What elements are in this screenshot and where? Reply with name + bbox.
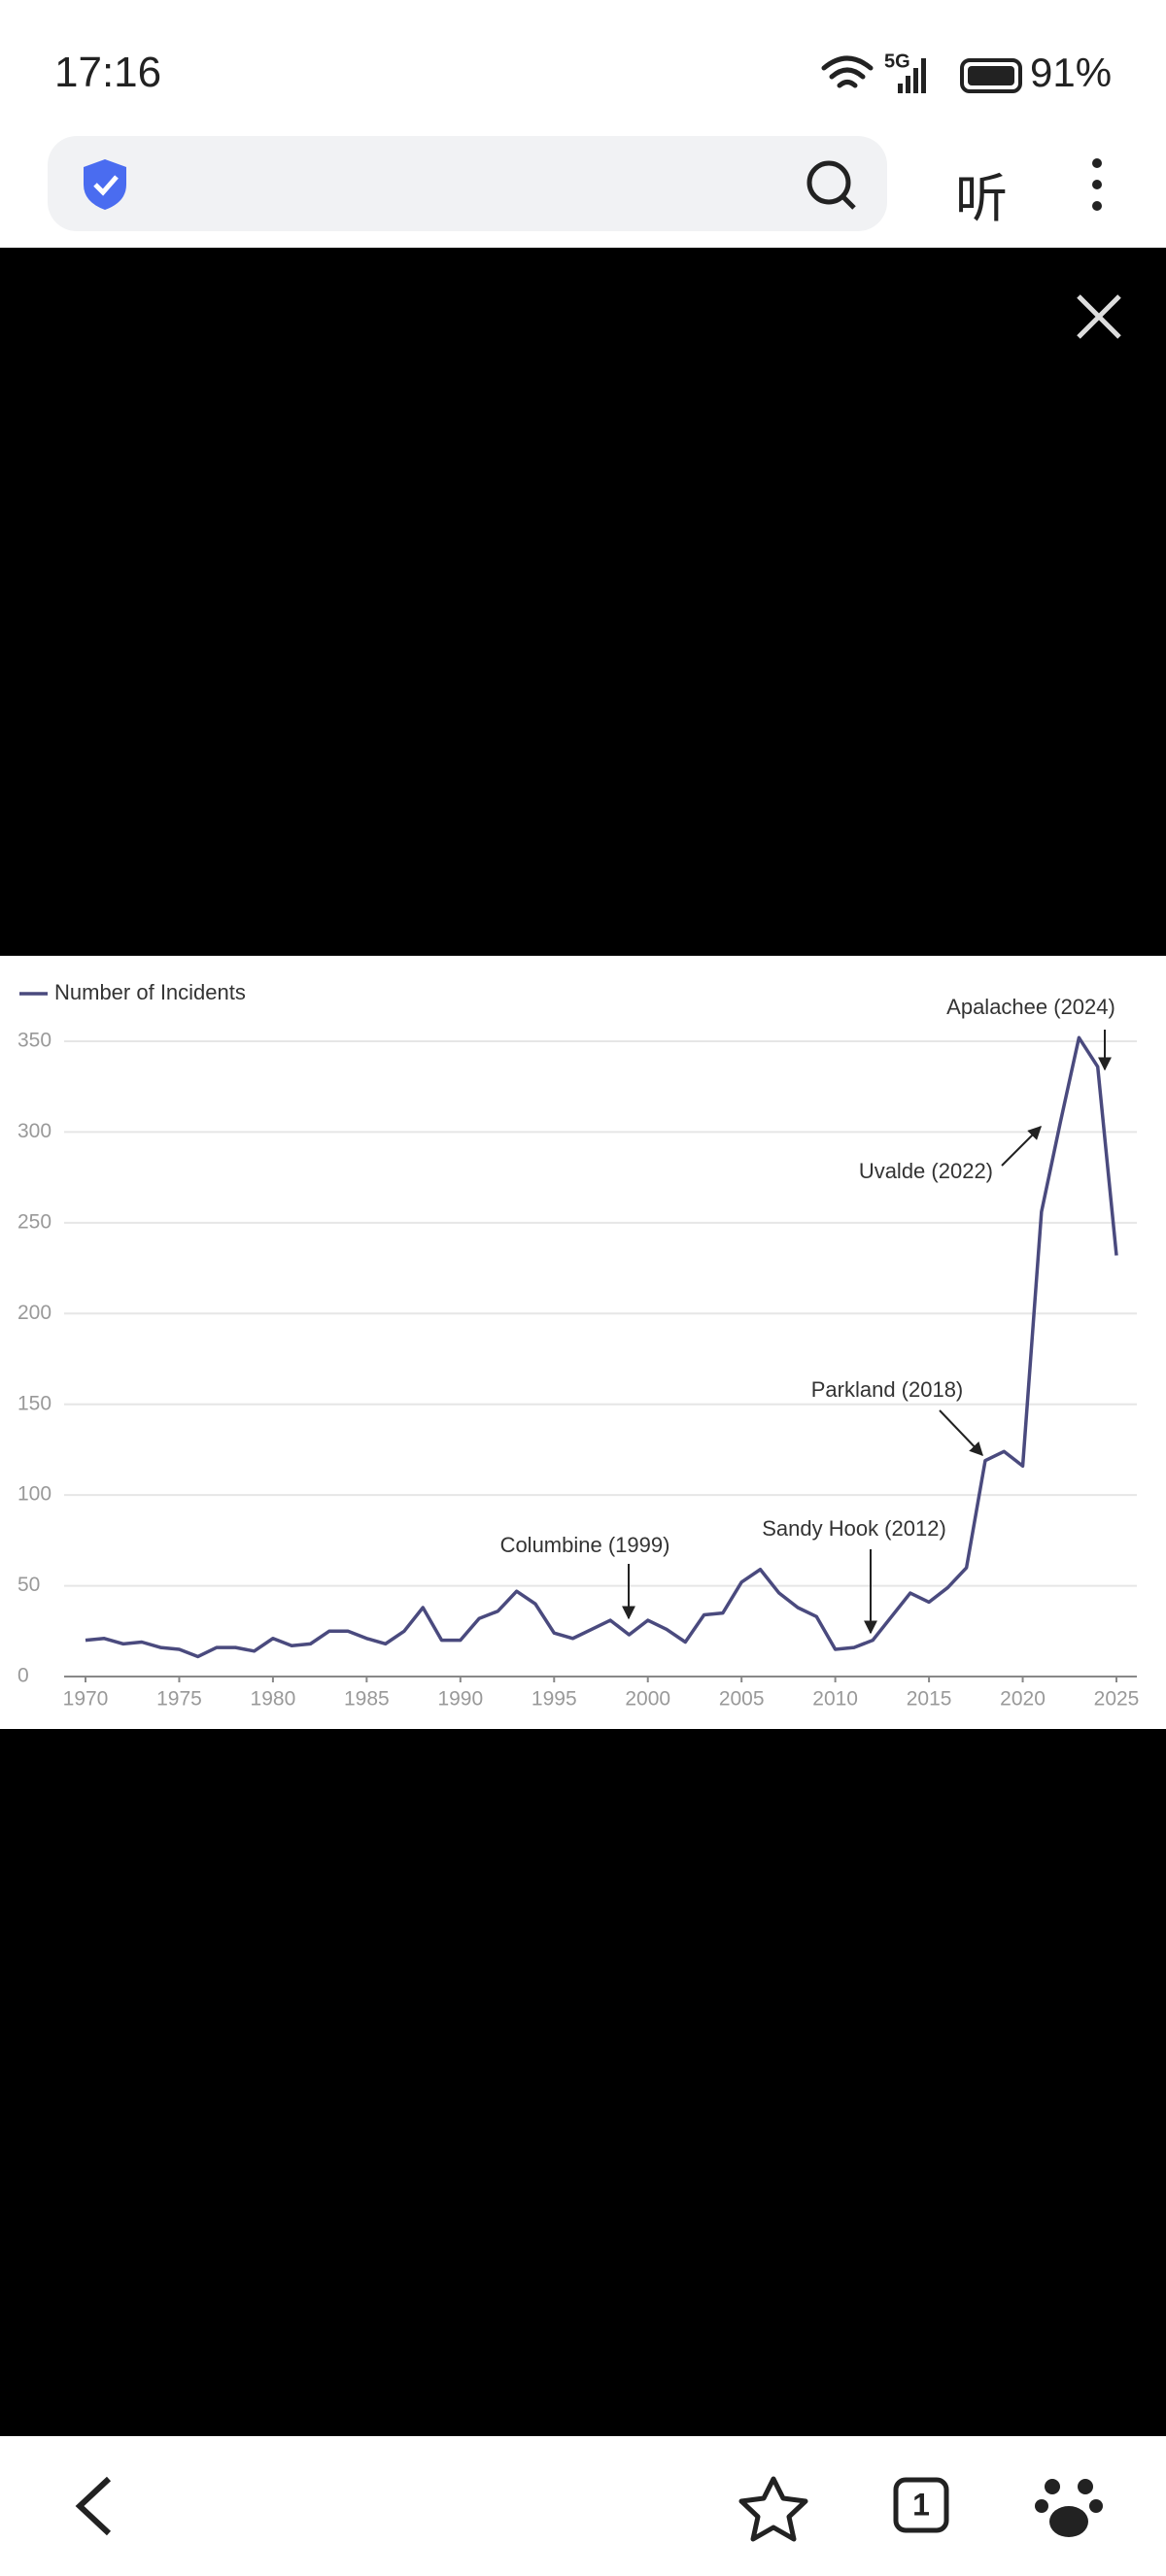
- battery-label: 91%: [1030, 50, 1112, 95]
- x-tick-label: 1970: [63, 1688, 109, 1711]
- annotation-arrow: [1001, 1126, 1042, 1167]
- bottom-nav: 1: [75, 2476, 1103, 2542]
- address-bar[interactable]: [48, 136, 887, 231]
- annotation-label: Columbine (1999): [500, 1533, 670, 1557]
- y-tick-label: 100: [17, 1483, 51, 1506]
- x-tick-label: 2020: [1000, 1688, 1046, 1711]
- listen-button[interactable]: 听: [955, 170, 1008, 228]
- y-tick-label: 300: [17, 1120, 51, 1142]
- y-tick-label: 250: [17, 1210, 51, 1233]
- annotation-arrow: [939, 1409, 983, 1457]
- x-tick-label: 1995: [532, 1688, 577, 1711]
- x-tick-label: 2010: [812, 1688, 858, 1711]
- annotation-label: Apalachee (2024): [946, 995, 1115, 1019]
- y-tick-label: 150: [17, 1392, 51, 1414]
- search-icon[interactable]: [802, 155, 860, 214]
- y-tick-label: 0: [17, 1665, 29, 1687]
- shield-icon[interactable]: [78, 155, 136, 214]
- data-line: [85, 1035, 1118, 1659]
- viewer-background: [0, 1729, 1166, 2436]
- x-tick-label: 2015: [907, 1688, 952, 1711]
- baidu-button[interactable]: [1035, 2479, 1103, 2537]
- y-tick-label: 50: [17, 1574, 40, 1596]
- tab-count: 1: [912, 2487, 930, 2522]
- x-tick-label: 1980: [251, 1688, 296, 1711]
- bookmark-button[interactable]: [738, 2476, 808, 2542]
- y-tick-label: 200: [17, 1302, 51, 1324]
- status-icons: 5G 91%: [821, 50, 1112, 95]
- x-tick-label: 1990: [437, 1688, 483, 1711]
- x-tick-label: 2000: [625, 1688, 670, 1711]
- x-tick-label: 1985: [344, 1688, 390, 1711]
- signal-icon: [898, 58, 926, 93]
- x-tick-label: 1975: [156, 1688, 202, 1711]
- x-tick-label: 2025: [1094, 1688, 1140, 1711]
- y-tick-label: 350: [17, 1030, 51, 1052]
- battery-fill: [968, 66, 1014, 85]
- network-label: 5G: [884, 51, 910, 72]
- menu-button[interactable]: [1079, 155, 1117, 214]
- wifi-icon: [821, 55, 874, 88]
- x-tick-label: 2005: [719, 1688, 765, 1711]
- battery-icon: [960, 58, 1022, 93]
- annotation-label: Uvalde (2022): [859, 1159, 993, 1183]
- close-button[interactable]: [1075, 292, 1123, 341]
- annotation-label: Parkland (2018): [811, 1377, 964, 1402]
- back-button[interactable]: [75, 2476, 112, 2536]
- viewer-background: [0, 248, 1166, 956]
- tabs-button[interactable]: [893, 2477, 949, 2533]
- chart: 0 50 100 150 200 250 300 350 1970 1975 1980 1985 199…: [0, 956, 1166, 1729]
- status-time: 17:16: [54, 49, 162, 96]
- annotation-label: Sandy Hook (2012): [762, 1516, 946, 1541]
- legend-label: Number of Incidents: [54, 980, 246, 1004]
